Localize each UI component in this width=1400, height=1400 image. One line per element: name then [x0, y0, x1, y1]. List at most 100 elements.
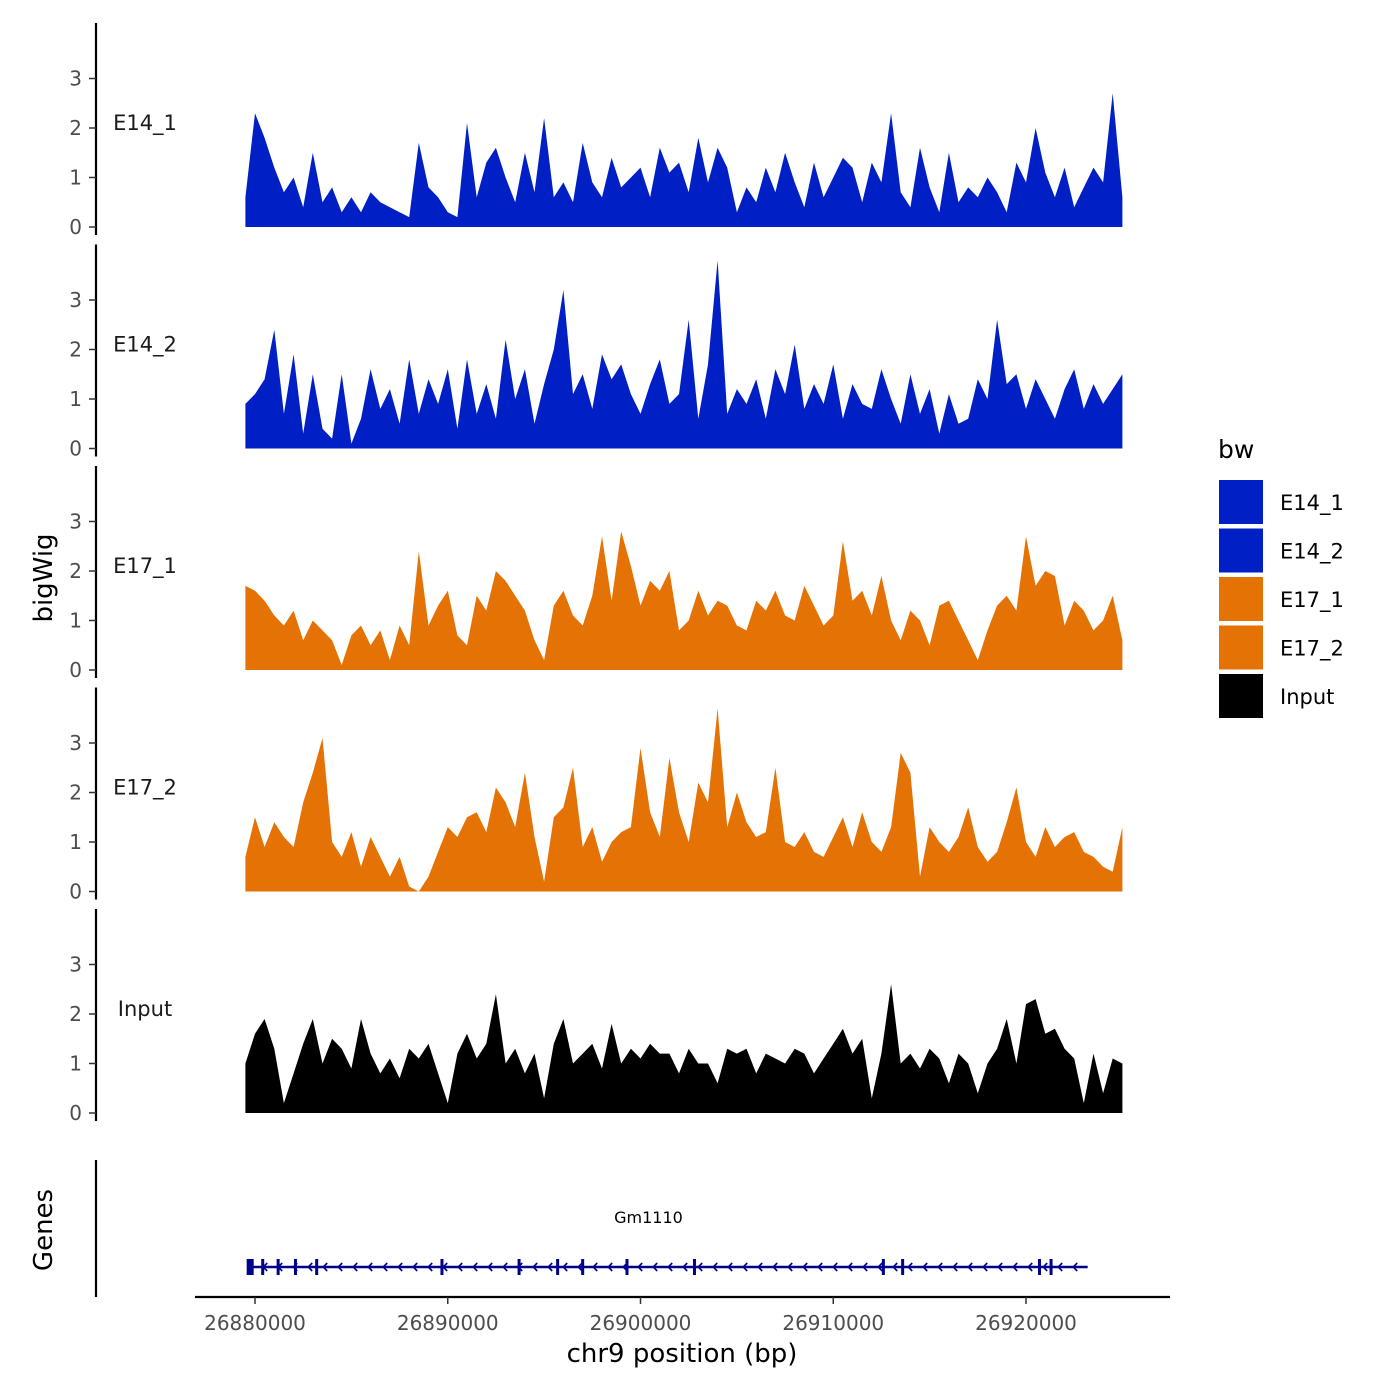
gene-models: Gm1110	[246, 1208, 1088, 1275]
exon	[901, 1259, 905, 1275]
strand-arrow	[532, 1262, 538, 1272]
legend-items: E14_1 E14_2 E17_1 E17_2 Input	[1219, 480, 1344, 718]
strand-arrow	[382, 1262, 388, 1272]
x-tick-label: 26890000	[397, 1311, 499, 1335]
strand-arrow	[547, 1262, 553, 1272]
x-ticks: 26880000 26890000 26900000 26910000 26920000	[204, 1297, 1077, 1335]
y-tick-label: 2	[69, 559, 82, 583]
strand-arrow	[697, 1262, 703, 1272]
track-panels: 0 1 2 3 E14_1 0 1 2 3 E14_2 0 1 2 3 E17_1 0 1 2 3 E17_2 0 1 2 3…	[69, 23, 1123, 1125]
area-e14-2	[245, 260, 1123, 449]
strand-arrow	[817, 1262, 823, 1272]
y-tick-label: 2	[69, 338, 82, 362]
strand-arrow	[772, 1262, 778, 1272]
legend-swatch	[1219, 577, 1263, 621]
strand-arrow	[787, 1262, 793, 1272]
area-e17-2	[245, 708, 1123, 892]
strand-arrow	[727, 1262, 733, 1272]
strand-arrow	[502, 1262, 508, 1272]
genes-panel: Genes Gm1110	[29, 1160, 1088, 1297]
strand-arrow	[577, 1262, 583, 1272]
legend-swatch	[1219, 674, 1263, 718]
strand-arrow	[412, 1262, 418, 1272]
strand-arrow	[997, 1262, 1003, 1272]
area-e14-1	[245, 93, 1123, 227]
strand-arrow	[877, 1262, 883, 1272]
strand-arrow	[1027, 1262, 1033, 1272]
y-tick-label: 0	[69, 437, 82, 461]
strand-arrow	[397, 1262, 403, 1272]
y-tick-label: 3	[69, 510, 82, 534]
strand-arrow	[982, 1262, 988, 1272]
track-e14-2: 0 1 2 3 E14_2	[69, 244, 1123, 461]
strand-arrow	[352, 1262, 358, 1272]
track-label: E14_2	[113, 333, 177, 358]
exon	[692, 1259, 696, 1275]
exon	[246, 1259, 254, 1275]
legend-item-e17-2: E17_2	[1219, 625, 1344, 670]
strand-arrow	[712, 1262, 718, 1272]
y-tick-label: 2	[69, 116, 82, 140]
exon	[315, 1259, 319, 1275]
legend-label: E17_2	[1280, 637, 1344, 662]
strand-arrow	[847, 1262, 853, 1272]
y-axis-title: bigWig	[29, 533, 59, 622]
strand-arrow	[427, 1262, 433, 1272]
y-tick-label: 1	[69, 387, 82, 411]
exon	[881, 1259, 885, 1275]
legend-swatch	[1219, 528, 1263, 573]
strand-arrow	[667, 1262, 673, 1272]
strand-arrow	[592, 1262, 598, 1272]
strand-arrow	[652, 1262, 658, 1272]
genes-panel-label: Genes	[29, 1189, 59, 1271]
legend-title: bw	[1218, 435, 1254, 464]
x-tick-label: 26910000	[782, 1311, 884, 1335]
track-e17-1: 0 1 2 3 E17_1	[69, 466, 1123, 682]
strand-arrow	[757, 1262, 763, 1272]
y-tick-label: 3	[69, 953, 82, 977]
legend-label: E14_1	[1280, 491, 1344, 516]
strand-arrow	[487, 1262, 493, 1272]
strand-arrow	[892, 1262, 898, 1272]
strand-arrow	[1057, 1262, 1063, 1272]
y-tick-label: 2	[69, 781, 82, 805]
legend-swatch	[1219, 625, 1263, 670]
exon	[261, 1259, 265, 1275]
track-label: Input	[118, 997, 172, 1021]
strand-arrow	[1072, 1262, 1078, 1272]
strand-arrow	[637, 1262, 643, 1272]
legend-label: Input	[1280, 685, 1334, 709]
track-e14-1: 0 1 2 3 E14_1	[69, 23, 1123, 239]
area-e17-1	[245, 531, 1123, 670]
track-input: 0 1 2 3 Input	[69, 909, 1123, 1125]
track-label: E17_1	[113, 554, 177, 579]
strand-arrow	[607, 1262, 613, 1272]
exon	[581, 1259, 585, 1275]
exon	[440, 1259, 444, 1275]
strand-arrow	[322, 1262, 328, 1272]
strand-arrow	[1042, 1262, 1048, 1272]
track-e17-2: 0 1 2 3 E17_2	[69, 687, 1123, 904]
legend-label: E14_2	[1280, 540, 1344, 565]
y-tick-label: 0	[69, 880, 82, 904]
legend-item-e14-2: E14_2	[1219, 528, 1344, 573]
y-tick-label: 1	[69, 1052, 82, 1076]
exon	[517, 1259, 521, 1275]
x-tick-label: 26920000	[975, 1311, 1077, 1335]
y-tick-label: 3	[69, 731, 82, 755]
exon	[556, 1259, 560, 1275]
track-label: E17_2	[113, 776, 177, 801]
gene-gm1110: Gm1110	[246, 1208, 1088, 1275]
y-tick-label: 3	[69, 67, 82, 91]
strand-arrow	[937, 1262, 943, 1272]
strand-arrow	[562, 1262, 568, 1272]
y-tick-label: 3	[69, 288, 82, 312]
strand-arrow	[922, 1262, 928, 1272]
strand-arrow	[682, 1262, 688, 1272]
exon	[1049, 1259, 1053, 1275]
strand-arrow	[1012, 1262, 1018, 1272]
y-tick-label: 1	[69, 830, 82, 854]
y-tick-label: 1	[69, 166, 82, 190]
y-tick-label: 2	[69, 1002, 82, 1026]
